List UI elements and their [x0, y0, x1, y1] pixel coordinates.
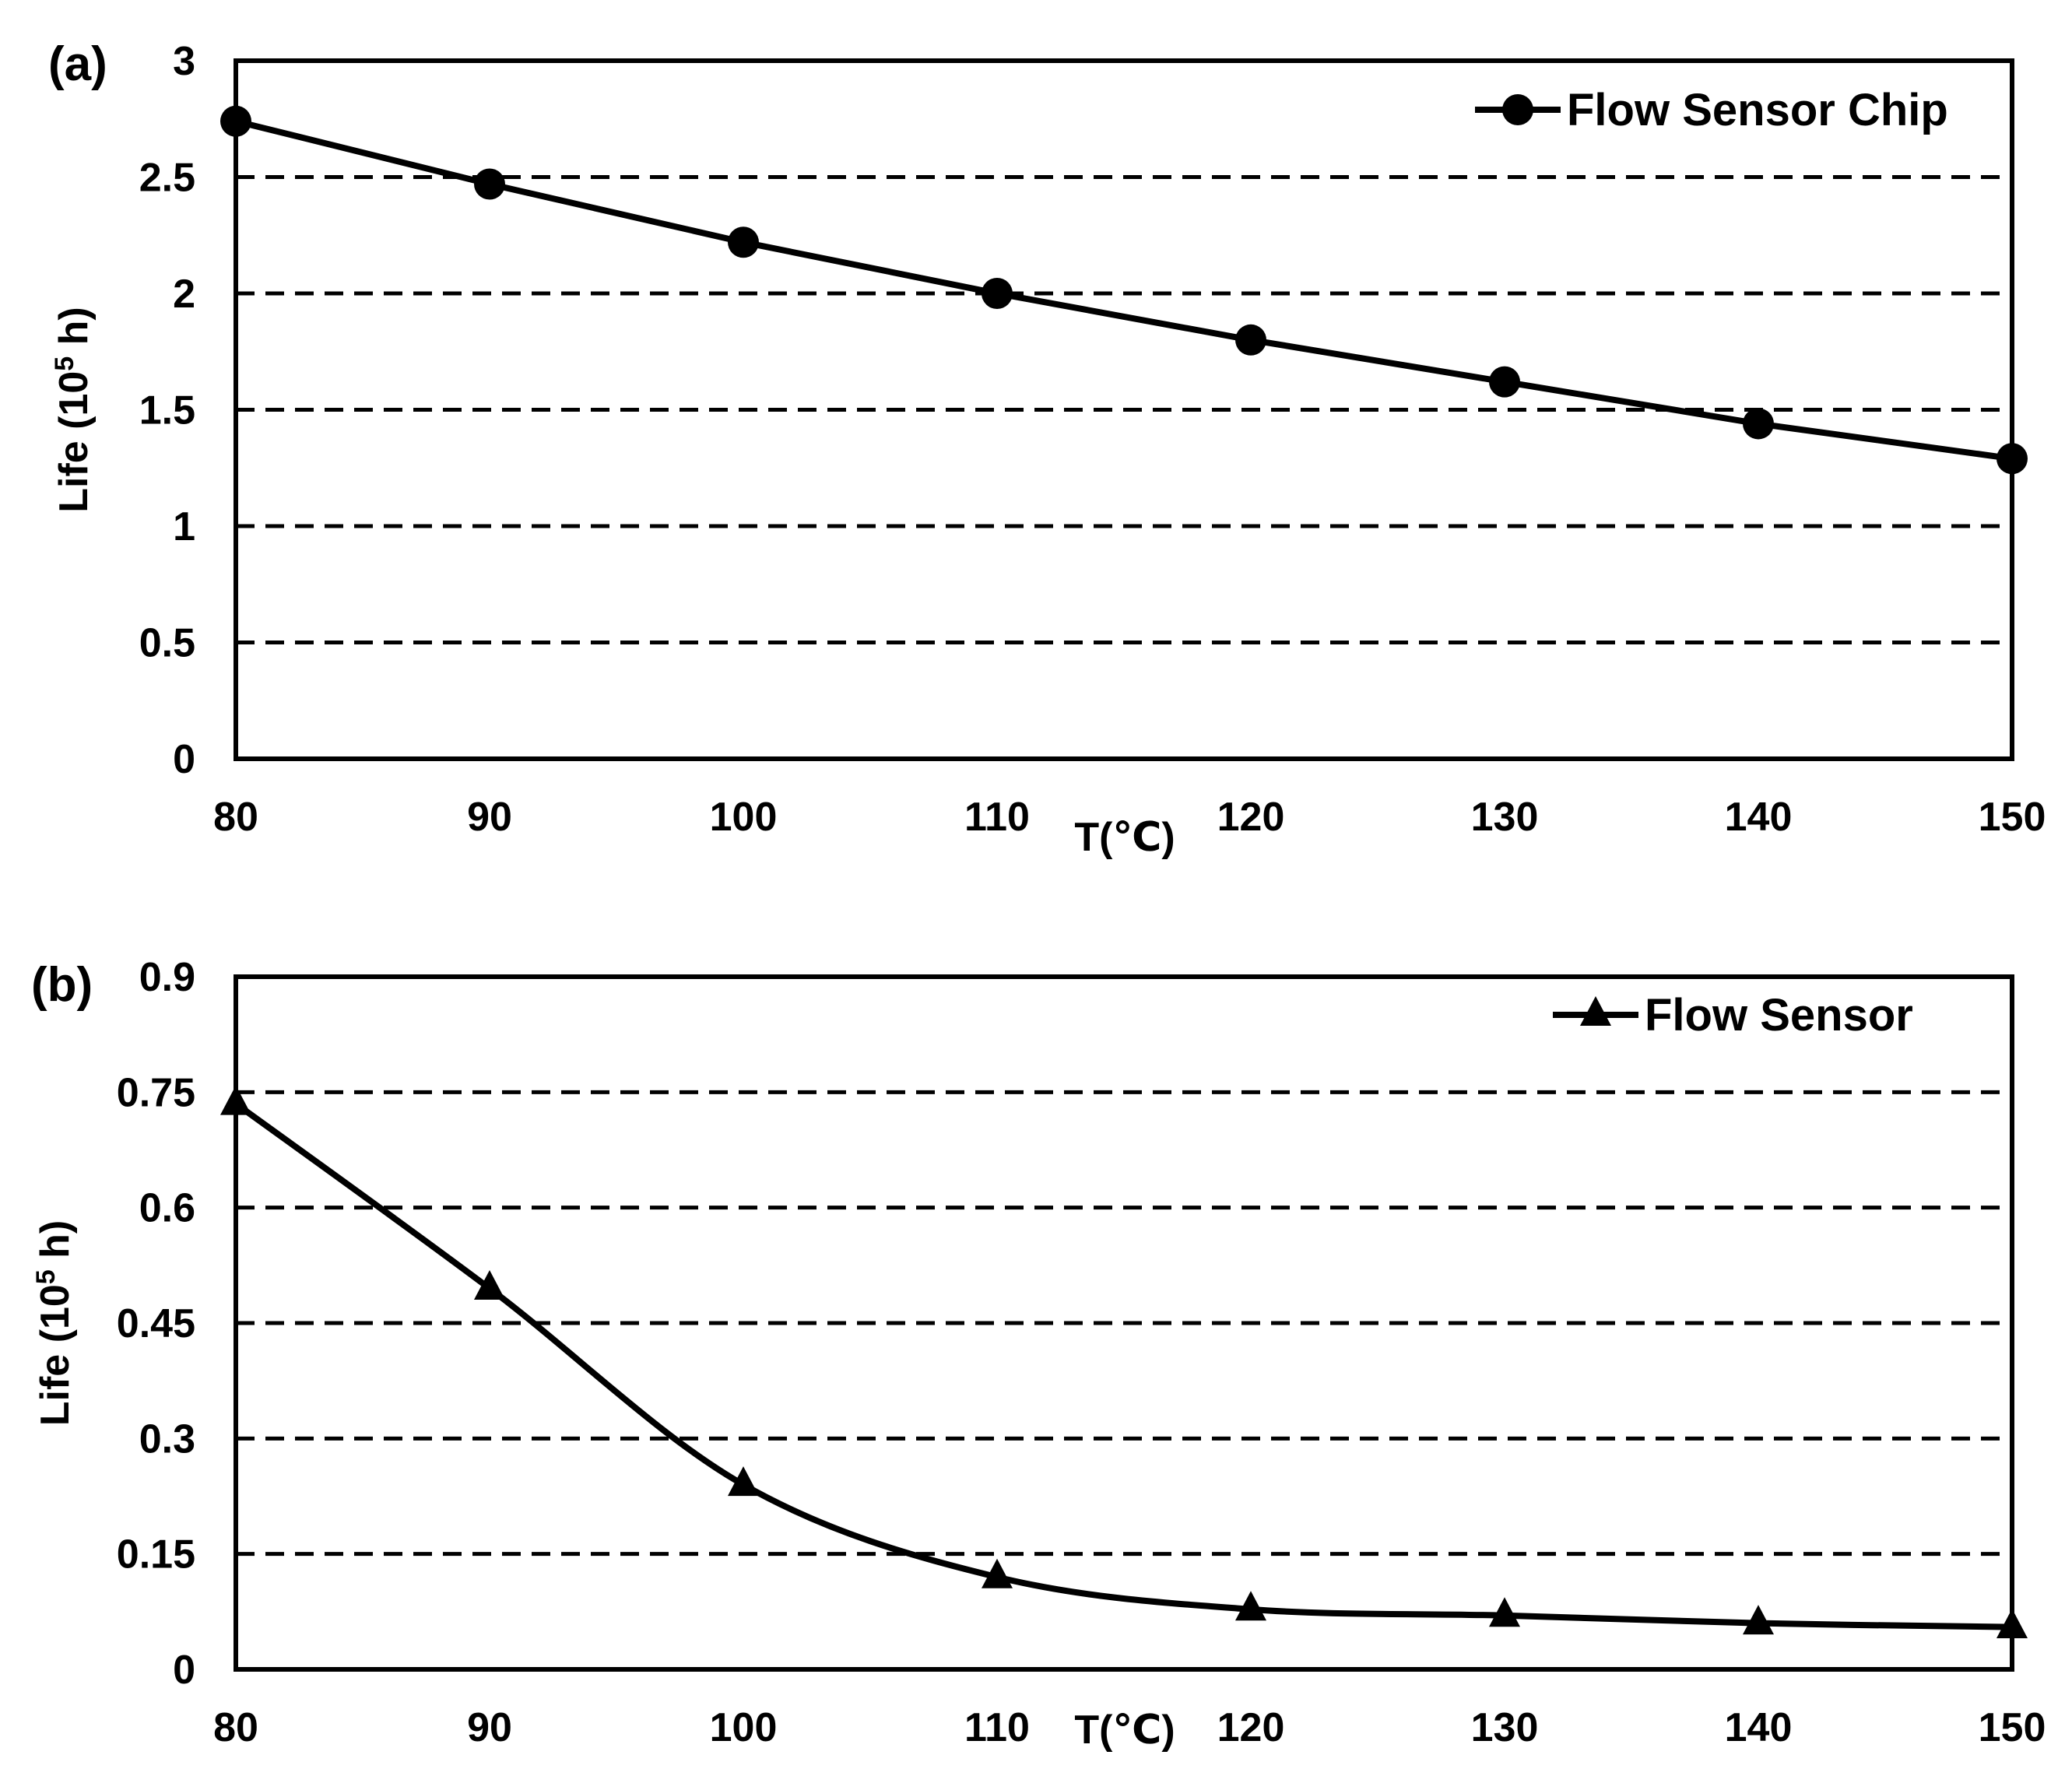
series-line [234, 1100, 2013, 1630]
x-axis-title: T(℃) [1074, 815, 1175, 860]
data-point [1235, 324, 1266, 356]
data-point [1489, 1597, 1520, 1627]
y-tick-label: 2 [173, 272, 195, 317]
x-tick-label: 120 [1217, 795, 1285, 840]
x-tick-label: 110 [964, 1705, 1030, 1750]
y-axis-title-suffix: h) [33, 1220, 78, 1270]
x-tick-label: 140 [1725, 795, 1793, 840]
y-tick-label: 0 [173, 1648, 195, 1693]
data-point [982, 278, 1013, 309]
data-point [728, 226, 759, 258]
data-point [474, 168, 505, 200]
x-tick-label: 100 [710, 795, 778, 840]
x-tick-label: 80 [213, 1705, 258, 1750]
y-tick-label: 1.5 [139, 388, 195, 433]
x-tick-label: 120 [1217, 1705, 1285, 1750]
y-axis-title-suffix: h) [51, 307, 97, 356]
plot-frame [234, 974, 2014, 1672]
data-point [474, 1269, 505, 1300]
data-point [1743, 408, 1774, 440]
legend-marker [1502, 94, 1533, 125]
y-tick-label: 1 [173, 504, 195, 549]
y-axis-title-prefix: Life (10 [33, 1284, 78, 1426]
data-point [1235, 1591, 1266, 1621]
y-tick-label: 3 [173, 39, 195, 84]
x-tick-label: 100 [710, 1705, 778, 1750]
plot-frame [234, 58, 2014, 761]
x-tick-label: 130 [1471, 795, 1539, 840]
y-tick-label: 0.3 [139, 1416, 195, 1462]
chart-panel-b: 0 0.15 0.3 0.45 0.6 0.75 0.9 80 90 100 110 120 130 14… [31, 955, 2046, 1753]
y-tick-label: 0.15 [117, 1532, 195, 1578]
y-tick-label: 0.45 [117, 1301, 195, 1346]
y-axis-title-exponent: 5 [50, 356, 79, 371]
x-tick-label: 150 [1979, 795, 2046, 840]
panel-label: (b) [31, 958, 93, 1012]
y-axis-title-exponent: 5 [31, 1269, 61, 1284]
x-tick-label: 130 [1471, 1705, 1539, 1750]
data-point [982, 1558, 1013, 1588]
y-tick-label: 0 [173, 737, 195, 782]
x-tick-label: 90 [467, 795, 512, 840]
data-point [220, 1085, 251, 1115]
x-tick-label: 80 [213, 795, 258, 840]
data-point [1489, 366, 1520, 398]
x-tick-label: 110 [964, 795, 1030, 840]
data-point [728, 1466, 759, 1497]
y-tick-label: 2.5 [139, 156, 195, 201]
y-tick-label: 0.9 [139, 955, 195, 1000]
legend-marker [1580, 996, 1611, 1026]
data-point [220, 105, 251, 137]
y-tick-label: 0.6 [139, 1186, 195, 1231]
y-axis-title: Life (105 h) [31, 1220, 78, 1427]
data-point [1996, 1609, 2028, 1639]
x-tick-label: 90 [467, 1705, 512, 1750]
data-point [1743, 1605, 1774, 1635]
x-axis-title: T(℃) [1074, 1708, 1175, 1753]
legend-label: Flow Sensor [1645, 990, 1913, 1041]
panel-label: (a) [48, 37, 107, 91]
y-axis-title: Life (105 h) [50, 307, 97, 513]
chart-panel-a: 0 0.5 1 1.5 2 2.5 3 80 90 100 110 120 130 140 150 T(℃) L… [48, 37, 2046, 860]
y-tick-label: 0.75 [117, 1070, 195, 1115]
data-point [1996, 443, 2028, 475]
x-tick-label: 150 [1979, 1705, 2046, 1750]
x-tick-label: 140 [1725, 1705, 1793, 1750]
y-axis-title-prefix: Life (10 [51, 371, 97, 513]
legend-label: Flow Sensor Chip [1567, 85, 1948, 135]
series-line [235, 118, 2013, 462]
y-tick-label: 0.5 [139, 621, 195, 666]
